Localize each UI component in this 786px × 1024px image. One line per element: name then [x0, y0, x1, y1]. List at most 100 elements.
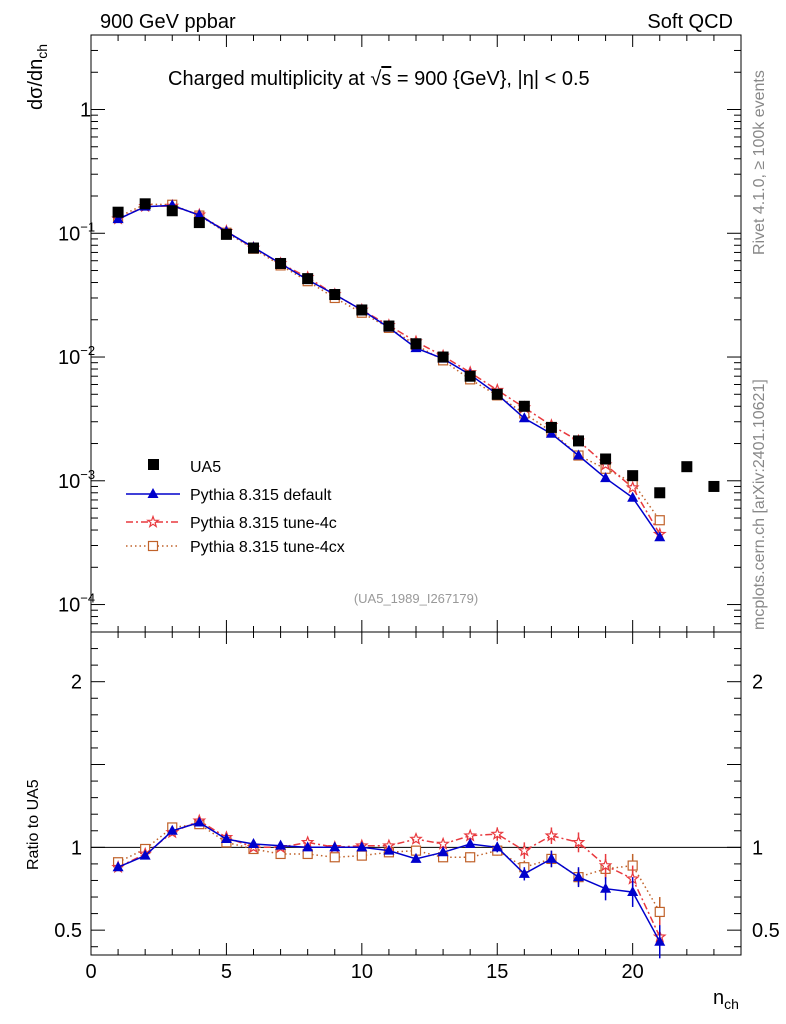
ratio-panel: 0.5 0.5 1 1 2 2 0 5 10 15 20 Ratio to UA5 nch — [25, 631, 780, 1012]
x-tick-labels: 0 5 10 15 20 — [85, 961, 643, 983]
main-y-tick-label-exp: −3 — [80, 467, 95, 482]
x-tick-label: 10 — [351, 961, 373, 983]
legend-entry-default: Pythia 8.315 default — [126, 487, 332, 504]
main-panel: 110−110−210−310−4 Charged multiplicity a… — [25, 34, 742, 633]
main-line-tune4c — [117, 205, 661, 535]
main-y-tick-label: 10−1 — [58, 219, 95, 245]
main-point-data — [600, 453, 612, 465]
ratio-series-default — [112, 816, 666, 959]
main-point-default — [600, 472, 612, 483]
main-y-tick-label-base: 10 — [58, 471, 80, 493]
x-axis-label: nch — [713, 987, 739, 1012]
main-point-data — [491, 388, 503, 400]
ratio-point-tune4cx — [356, 850, 367, 861]
header-left: 900 GeV ppbar — [100, 11, 236, 33]
ratio-point-default — [302, 841, 314, 852]
main-title-post: = 900 {GeV}, |η| < 0.5 — [391, 68, 589, 90]
main-y-tick-label: 10−4 — [58, 591, 95, 617]
ratio-point-default — [356, 841, 368, 852]
ratio-point-tune4c — [463, 828, 478, 842]
legend-tune4cx-label: Pythia 8.315 tune-4cx — [190, 539, 345, 556]
ratio-point-tune4c — [436, 836, 450, 850]
main-point-tune4c — [625, 480, 640, 494]
x-axis-label-sub: ch — [724, 996, 739, 1012]
main-y-tick-label-exp: −2 — [80, 343, 95, 358]
main-y-tick-label-base: 10 — [58, 223, 80, 245]
main-y-tick-label-base: 1 — [80, 100, 91, 122]
main-title-sqrt: √ — [370, 68, 381, 90]
main-y-tick-label-base: 10 — [58, 347, 80, 369]
ratio-point-default — [464, 838, 476, 849]
ratio-point-tune4c — [409, 831, 423, 845]
main-point-default — [518, 412, 530, 423]
main-point-data — [437, 351, 449, 363]
ratio-y-axis-label: Ratio to UA5 — [25, 779, 42, 870]
main-point-data — [166, 205, 178, 217]
ratio-point-tune4cx — [465, 852, 476, 863]
ratio-point-default — [383, 844, 395, 855]
main-y-axis-label: dσ/dnch — [25, 44, 50, 110]
ratio-series-tune4c — [111, 813, 667, 954]
main-series-data — [112, 198, 720, 499]
main-y-tick-label: 10−2 — [58, 343, 95, 369]
ratio-point-tune4c — [517, 843, 532, 857]
main-y-tick-label: 10−3 — [58, 467, 95, 493]
main-title: Charged multiplicity at √s = 900 {GeV}, … — [168, 68, 590, 90]
ratio-series-tune4cx — [112, 819, 665, 927]
legend-data-marker — [148, 459, 159, 470]
main-point-data — [410, 338, 422, 350]
x-tick-label: 0 — [85, 961, 96, 983]
main-y-axis-label-sub: ch — [34, 44, 50, 59]
reference-label: (UA5_1989_I267179) — [354, 591, 478, 606]
main-point-data — [383, 320, 395, 332]
main-point-data — [708, 480, 720, 492]
main-point-data — [329, 289, 341, 301]
ratio-point-default — [112, 861, 124, 872]
ratio-point-default — [437, 846, 449, 857]
header-right: Soft QCD — [647, 11, 733, 33]
main-point-default — [193, 209, 205, 220]
ratio-point-default — [329, 841, 341, 852]
main-point-default — [654, 531, 666, 542]
ratio-point-default — [518, 867, 530, 878]
ratio-y-tick-label-right: 1 — [752, 837, 763, 859]
main-panel-frame — [90, 34, 742, 633]
main-point-tune4cx — [654, 515, 665, 526]
legend-entry-data: UA5 — [148, 459, 221, 476]
ratio-y-tick-labels: 0.5 0.5 1 1 2 2 — [54, 672, 780, 942]
x-tick-label: 20 — [622, 961, 644, 983]
ratio-point-tune4c — [571, 835, 586, 849]
ratio-series — [111, 813, 667, 959]
main-point-default — [627, 491, 639, 502]
main-y-tick-labels: 110−110−210−310−4 — [58, 100, 95, 617]
main-point-default — [112, 213, 124, 224]
legend-tune4cx-marker — [147, 540, 159, 552]
ratio-y-tick-label: 2 — [71, 672, 82, 694]
ratio-point-default — [545, 852, 557, 863]
ratio-axis-ticks — [90, 632, 742, 955]
legend-tune4c-marker — [146, 514, 160, 528]
main-point-data — [112, 206, 124, 218]
main-point-data — [654, 487, 666, 499]
main-point-data — [681, 461, 693, 473]
main-point-data — [275, 257, 287, 269]
main-y-tick-label-base: 10 — [58, 595, 80, 617]
main-y-tick-label-exp: −1 — [80, 219, 95, 234]
ratio-point-tune4cx — [329, 852, 340, 863]
rivet-label: Rivet 4.1.0, ≥ 100k events — [751, 70, 768, 255]
main-point-data — [573, 435, 584, 447]
legend-entry-tune4cx: Pythia 8.315 tune-4cx — [126, 539, 345, 556]
ratio-point-tune4cx — [654, 906, 665, 918]
ratio-point-tune4c — [544, 828, 559, 842]
ratio-point-default — [627, 886, 639, 897]
ratio-point-default — [275, 839, 287, 850]
legend-default-label: Pythia 8.315 default — [190, 487, 332, 504]
main-point-data — [464, 370, 476, 382]
main-series — [111, 198, 720, 542]
main-point-data — [139, 198, 151, 210]
ratio-panel-frame — [90, 631, 742, 956]
mcplots-label: mcplots.cern.ch [arXiv:2401.10621] — [751, 379, 768, 630]
main-point-data — [518, 400, 530, 412]
main-y-tick-label: 1 — [80, 100, 91, 122]
